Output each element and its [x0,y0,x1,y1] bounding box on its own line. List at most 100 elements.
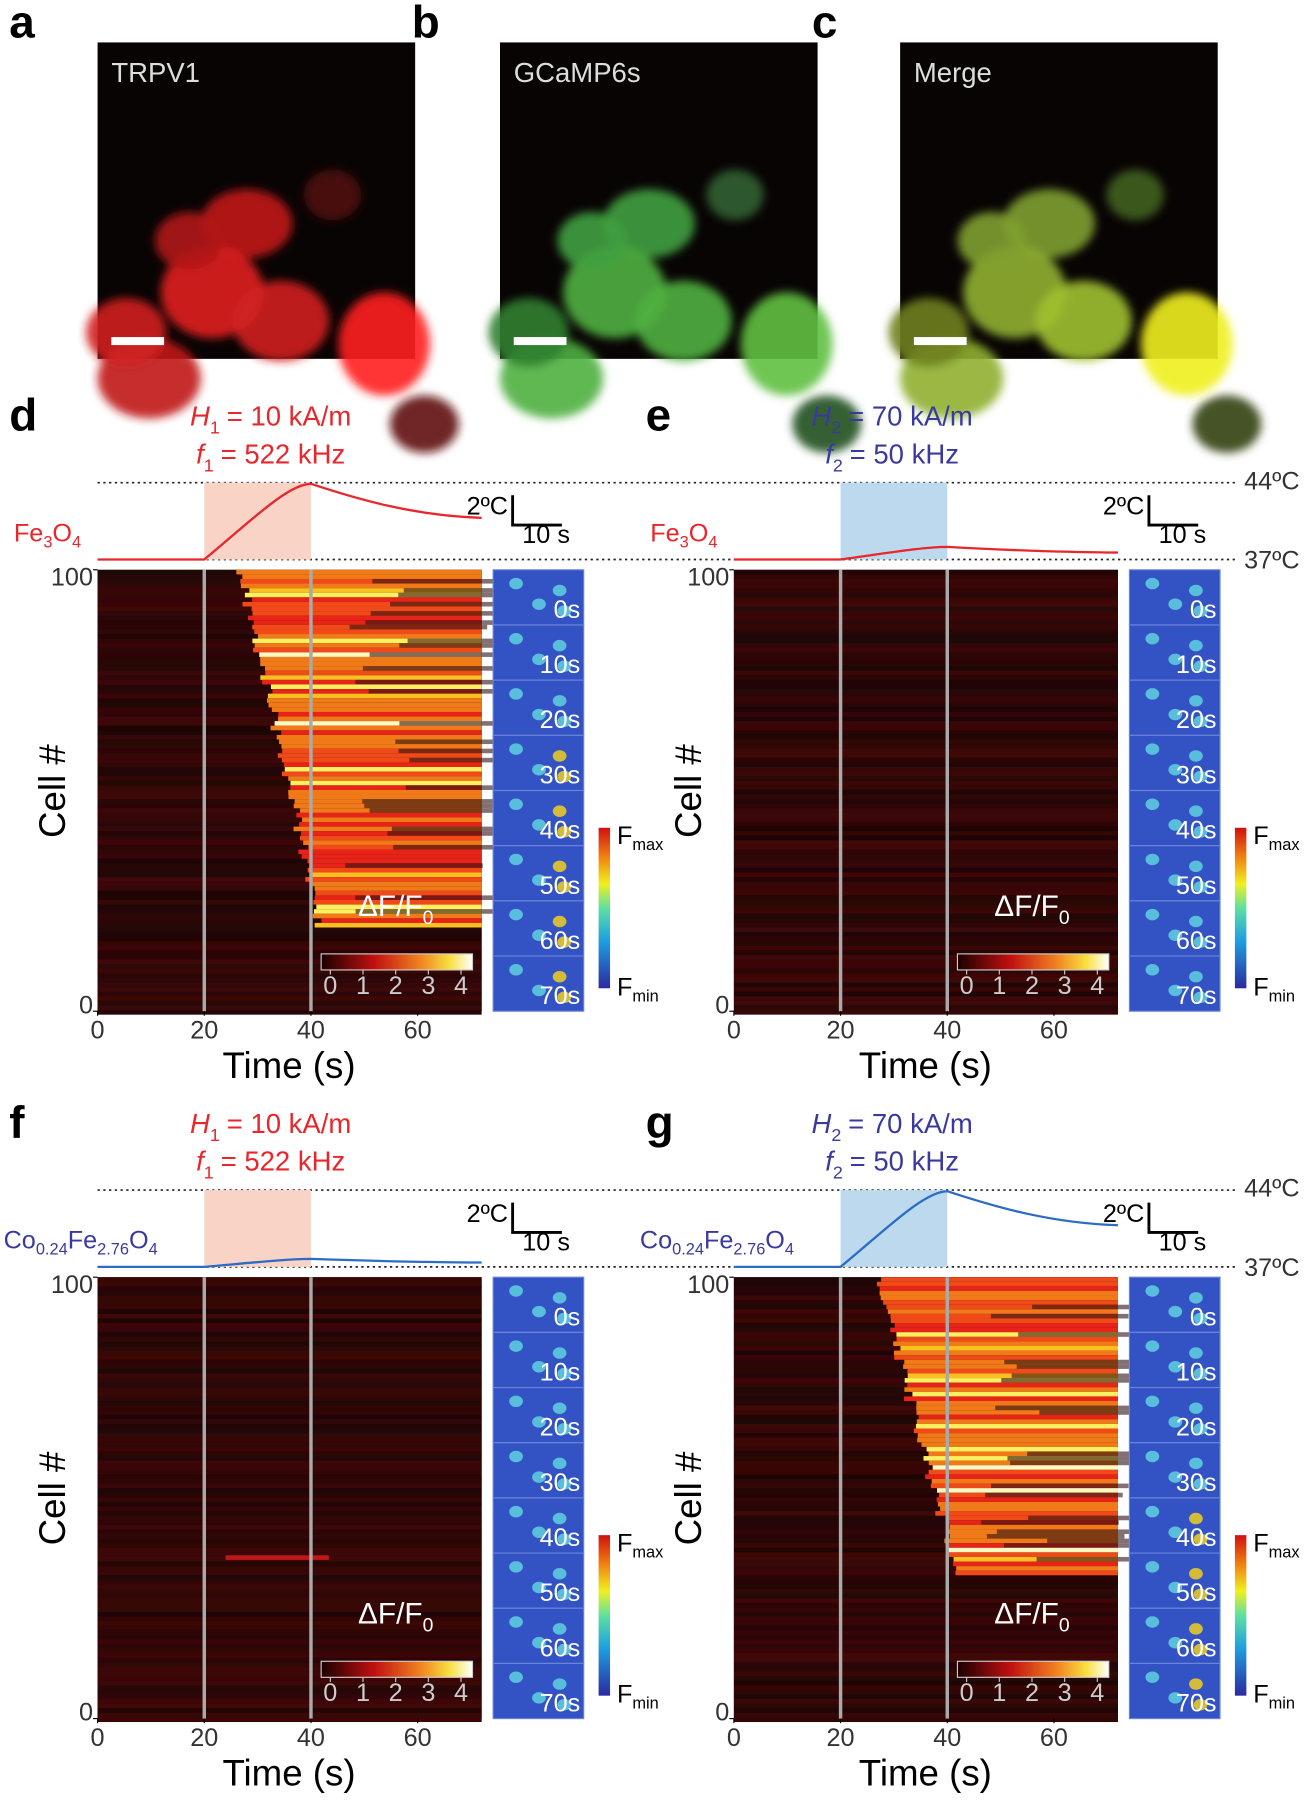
heatmap-active-row [254,643,482,648]
colorbar-tick-label: 3 [1058,972,1072,1000]
heatmap-fade [1001,1378,1139,1383]
heatmap-fade [1036,1556,1175,1562]
heatmap-row [97,1515,482,1521]
stimulus-window [840,482,948,560]
frame-label: 60s [540,1634,581,1662]
colorbar-tick-label: 1 [356,1679,370,1707]
frame-cell [1145,577,1160,590]
frame [492,734,585,792]
colorbar-tick-label: 2 [389,1679,403,1707]
heatmap-row [733,1657,1118,1663]
y-tick-label: 0 [715,1699,729,1727]
heatmap-row [97,831,482,836]
temp-low: 37ºC [1244,546,1299,574]
heatmap-row [733,964,1118,969]
fmax-label-part: F [617,1529,632,1557]
heatmap-row [733,1644,1118,1649]
cell [1140,292,1233,396]
temp-high: 44ºC [1244,1175,1299,1203]
heatmap-row [733,968,1118,974]
heatmap-row [97,1387,482,1392]
heatmap-row [97,918,482,923]
heatmap-active-row [253,647,482,653]
heatmap-row [733,611,1118,616]
heatmap-row [97,1304,482,1310]
heatmap-row [733,877,1118,882]
frame-cell [557,1643,572,1656]
heatmap-row [97,840,482,845]
heatmap-row [97,1566,482,1571]
heatmap-active-row [921,1442,1118,1447]
heatmap-row [733,638,1118,644]
heatmap-active-row [314,922,482,928]
colorbar-scale [956,1660,1110,1678]
heatmap-row [97,1451,482,1457]
frame-label: 60s [1176,927,1217,955]
frame-cell [1145,688,1160,700]
cells [488,169,862,453]
cell [1035,280,1132,362]
heatmap-fade [393,844,531,850]
channel-name: Merge [914,57,992,88]
heatmap-row [733,1538,1118,1544]
panel-label: g [646,1096,674,1148]
heatmap-row [97,835,482,841]
frame-cell [1168,1581,1183,1594]
heatmap-row [97,968,482,974]
frame-cell [557,660,572,672]
heatmap-row [733,1469,1118,1475]
heatmap-row [97,1492,482,1498]
y-axis-label: Cell # [32,1451,73,1545]
frame-cell [552,750,567,762]
frame-cell [552,1678,567,1690]
frame-cell [1189,1402,1203,1414]
heatmap-row [733,1460,1118,1466]
frame-cell [557,826,572,838]
heatmap-row [97,780,482,786]
heatmap-row [97,1277,482,1282]
heatmap-active-row [937,1501,1118,1507]
heatmap-active [236,569,547,928]
frame-cell [557,770,572,783]
frame-cell [509,1340,523,1352]
frame-cell [1168,929,1183,941]
x-axis-label: Time (s) [859,1753,992,1794]
frame-cell [1189,1512,1203,1525]
frame-cell [557,1423,572,1435]
heatmap-row [733,689,1118,694]
colorbar-tick-label: 4 [454,972,468,1000]
heatmap-row [733,679,1118,685]
scale-bar [913,337,967,346]
frame-cell [509,743,523,755]
frame [492,1276,585,1333]
heatmap-row [97,1543,482,1548]
heatmap-row [733,1000,1118,1006]
heatmap-active-row [900,1345,1118,1351]
heatmap-row [97,977,482,983]
frame-cell [552,584,567,597]
heatmap-row [733,918,1118,923]
heatmap-active-row [904,1387,1118,1392]
heatmap-row [97,1589,482,1594]
frame [1128,845,1221,902]
heatmap-active-row [879,1286,1118,1291]
frame [492,1607,585,1664]
colorbar-tick-label: 0 [960,972,974,1000]
heatmap-row [97,1694,482,1700]
heatmap-row [733,1676,1118,1681]
fmax-label: Fmax [617,822,664,855]
frame [1128,734,1221,792]
fmin-label: Fmin [617,973,659,1006]
cell [957,212,1027,270]
y-tick-label: 100 [51,564,93,592]
frame-label: 60s [1176,1634,1217,1662]
x-tick-label: 60 [1040,1724,1068,1752]
heatmap-active-row [277,753,482,758]
frame-cell [509,1505,523,1518]
colorbar-label-part: ΔF/F [358,890,423,923]
heatmap-row [733,977,1118,983]
heatmap-row [733,1529,1118,1535]
frame-cell [1168,1526,1183,1539]
heatmap-row [97,1401,482,1406]
heatmap-row [97,922,482,928]
